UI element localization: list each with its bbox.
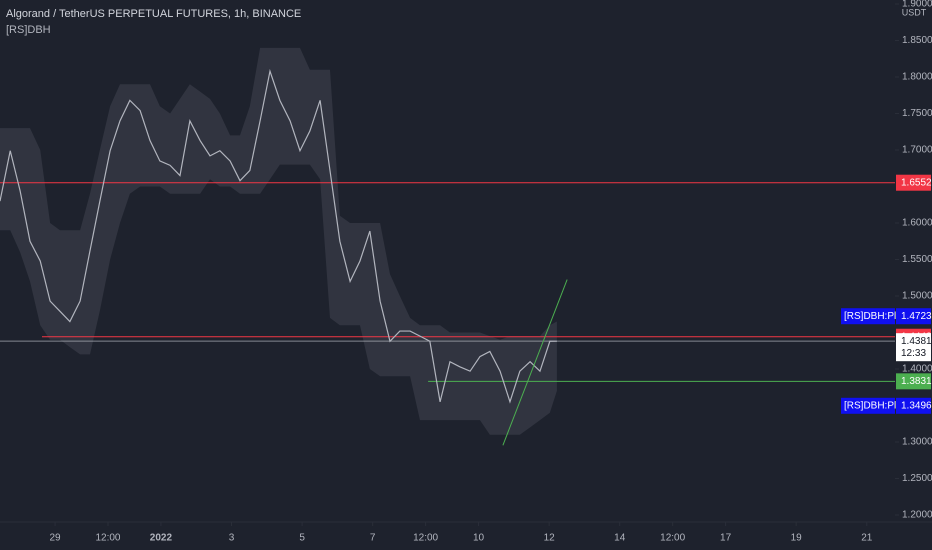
x-tick-label: 7: [370, 533, 376, 544]
trend-line: [502, 279, 568, 446]
countdown: 12:33: [901, 348, 926, 359]
plot-value-label: 1.4723: [901, 311, 932, 322]
y-tick-label: 1.5000: [902, 291, 932, 302]
axis-unit: USDT: [902, 7, 927, 17]
plot-value-box: [896, 308, 931, 325]
price-line: [0, 68, 557, 404]
y-tick-label: 1.9000: [902, 0, 932, 10]
y-tick-label: 1.7000: [902, 145, 932, 156]
y-tick-label: 1.2000: [902, 510, 932, 521]
y-tick-label: 1.4000: [902, 364, 932, 375]
y-tick-label: 1.7500: [902, 108, 932, 119]
x-tick-label: 21: [861, 533, 873, 544]
plot-name-box: [841, 308, 895, 325]
level-box: [896, 174, 931, 191]
plot-value-box: [896, 397, 931, 414]
plot-name: [RS]DBH:Plot: [844, 400, 905, 411]
y-tick-label: 1.6000: [902, 218, 932, 229]
x-tick-label: 10: [473, 533, 485, 544]
x-tick-label: 12:00: [95, 533, 120, 544]
band: [0, 47, 557, 435]
plot-name-box: [841, 397, 895, 414]
level-label: 1.3831: [901, 376, 932, 387]
x-tick-label: 3: [229, 533, 235, 544]
y-tick-label: 1.8000: [902, 72, 932, 83]
x-tick-label: 14: [614, 533, 626, 544]
y-tick-label: 1.5500: [902, 254, 932, 265]
indicator-name: [RS]DBH: [6, 24, 51, 36]
y-tick-label: 1.3000: [902, 437, 932, 448]
x-tick-label: 17: [720, 533, 732, 544]
x-tick-label: 12:00: [660, 533, 685, 544]
last-price-box: [896, 333, 931, 362]
x-tick-label: 12:00: [413, 533, 438, 544]
y-tick-label: 1.8500: [902, 35, 932, 46]
x-tick-label: 12: [544, 533, 556, 544]
chart-title: Algorand / TetherUS PERPETUAL FUTURES, 1…: [6, 8, 301, 20]
last-price-label: 1.4381: [901, 336, 932, 347]
plot-value-label: 1.3496: [901, 400, 932, 411]
level-box: [896, 373, 931, 390]
level-label: 1.6552: [901, 177, 932, 188]
x-tick-label: 19: [791, 533, 803, 544]
x-tick-label: 5: [299, 533, 305, 544]
plot-name: [RS]DBH:Plot: [844, 311, 905, 322]
y-tick-label: 1.2500: [902, 473, 932, 484]
x-tick-label: 29: [49, 533, 61, 544]
x-tick-label: 2022: [150, 533, 173, 544]
